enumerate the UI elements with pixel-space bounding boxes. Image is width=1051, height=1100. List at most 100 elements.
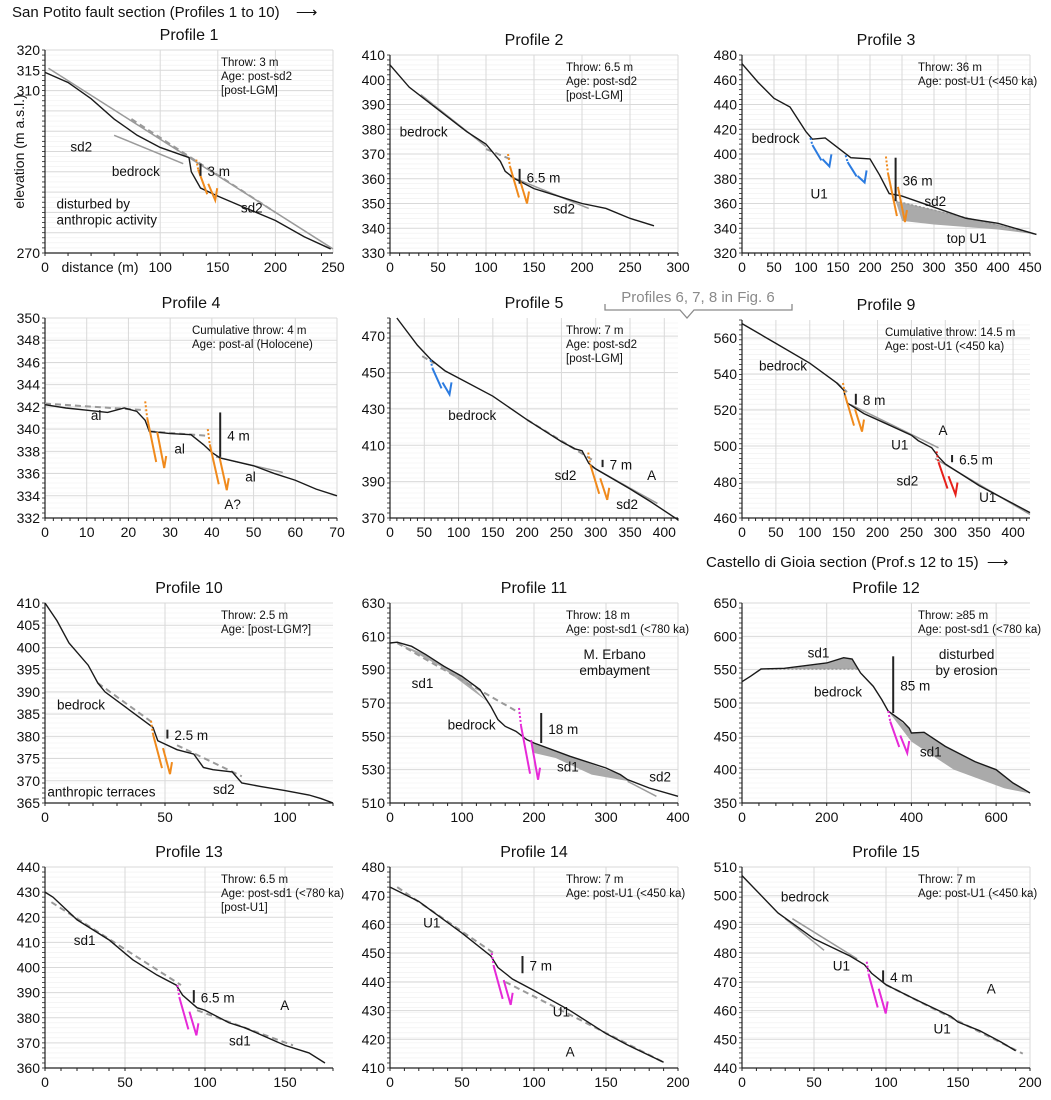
x-tick-label: 0 xyxy=(738,809,746,825)
fault-trace xyxy=(589,464,601,495)
x-tick-label: 300 xyxy=(584,524,608,540)
topographic-profile-line xyxy=(741,875,1016,1052)
info-line: Throw: 6.5 m xyxy=(221,874,288,886)
info-line: Throw: 6.5 m xyxy=(566,62,633,74)
info-line: [post-U1] xyxy=(221,902,268,914)
fault-trace-dotted xyxy=(587,452,592,465)
info-line: Age: post-sd2 xyxy=(221,71,292,83)
x-tick-label: 50 xyxy=(766,259,782,275)
throw-label: 8 m xyxy=(863,393,886,408)
y-tick-label: 350 xyxy=(362,196,386,212)
annotation-text: disturbed xyxy=(939,647,995,662)
chart-title: Profile 2 xyxy=(505,32,564,49)
throw-label: 7 m xyxy=(610,457,633,472)
unit-label: sd2 xyxy=(897,474,919,489)
x-tick-label: 200 xyxy=(858,259,882,275)
y-tick-label: 460 xyxy=(714,1003,738,1019)
x-tick-label: 0 xyxy=(738,1074,746,1090)
unit-label: anthropic terraces xyxy=(47,784,155,799)
x-tick-label: 400 xyxy=(653,524,677,540)
x-tick-label: 400 xyxy=(986,259,1010,275)
info-box: Throw: 3 m Age: post-sd2 [post-LGM] xyxy=(221,57,292,97)
fault-slip-arrow-icon xyxy=(896,186,908,223)
info-line: Age: [post-LGM?] xyxy=(221,624,311,636)
deposit-fill xyxy=(784,657,859,669)
x-tick-label: 50 xyxy=(430,259,446,275)
fault-slip-arrow-icon xyxy=(162,747,173,775)
profile-chart-8: Profile 11 510 530 550 570 590 610 630 0 100 200 30… xyxy=(362,580,690,825)
y-tick-label: 344 xyxy=(17,377,41,393)
fault-trace xyxy=(844,394,855,426)
reference-line xyxy=(509,175,590,210)
y-tick-label: 360 xyxy=(714,196,738,212)
info-line: [post-LGM] xyxy=(221,85,278,97)
y-tick-label: 400 xyxy=(17,960,41,976)
x-tick-label: 50 xyxy=(454,1074,470,1090)
y-tick-label: 380 xyxy=(17,1010,41,1026)
x-tick-label: 150 xyxy=(273,1074,297,1090)
y-tick-label: 480 xyxy=(714,47,738,63)
x-tick-label: 400 xyxy=(666,809,690,825)
fault-trace-dotted xyxy=(429,359,434,369)
y-tick-label: 430 xyxy=(17,884,41,900)
fault-slip-arrow-icon xyxy=(156,431,168,469)
topographic-profile-line xyxy=(44,602,334,804)
unit-label: bedrock xyxy=(781,889,829,904)
y-tick-label: 332 xyxy=(17,510,41,526)
x-tick-label: 100 xyxy=(522,1074,546,1090)
y-tick-label: 430 xyxy=(362,401,386,417)
fault-trace xyxy=(520,725,532,774)
y-tick-label: 590 xyxy=(362,662,386,678)
x-tick-label: 0 xyxy=(738,259,746,275)
info-line: Throw: 3 m xyxy=(221,57,279,69)
y-tick-label: 380 xyxy=(714,171,738,187)
throw-label: 85 m xyxy=(900,679,930,694)
y-tick-label: 365 xyxy=(17,795,41,811)
fault-slip-arrow-icon xyxy=(599,478,611,501)
info-box: Throw: 2.5 m Age: [post-LGM?] xyxy=(221,610,311,636)
info-line: Throw: 36 m xyxy=(918,62,982,74)
fault-trace xyxy=(937,461,949,489)
unit-label: sd2 xyxy=(616,497,638,512)
fault-trace xyxy=(431,368,443,389)
fault-trace-dotted xyxy=(507,153,511,167)
y-tick-label: 420 xyxy=(17,909,41,925)
info-line: Throw: 2.5 m xyxy=(221,610,288,622)
x-tick-label: 250 xyxy=(321,259,345,275)
fault-slip-arrow-icon xyxy=(899,735,911,757)
throw-label: 7 m xyxy=(529,959,552,974)
x-tick-label: 200 xyxy=(1018,1074,1042,1090)
x-tick-label: 40 xyxy=(204,524,220,540)
unit-label: U1 xyxy=(810,187,827,202)
unit-label: sd2 xyxy=(213,782,235,797)
fault-slip-arrow-icon xyxy=(947,475,959,499)
unit-label: al xyxy=(245,469,256,484)
fault-slip-arrow-icon xyxy=(856,170,868,185)
x-tick-label: 250 xyxy=(550,524,574,540)
fault-trace-dotted xyxy=(176,984,181,998)
info-line: Age: post-sd2 xyxy=(566,339,637,351)
throw-label: 2.5 m xyxy=(174,728,208,743)
x-tick-label: 0 xyxy=(738,524,746,540)
x-tick-label: 50 xyxy=(246,524,262,540)
unit-label: sd2 xyxy=(555,468,577,483)
y-tick-label: 310 xyxy=(17,83,41,99)
profile-chart-7: Profile 10 365 370 375 380 385 390 395 400 405 410… xyxy=(17,580,334,825)
info-line: Throw: 18 m xyxy=(566,610,630,622)
x-tick-label: 100 xyxy=(149,259,173,275)
profile-chart-11: Profile 14 410 420 430 440 450 460 470 480 0 50 100… xyxy=(362,844,690,1090)
x-tick-label: 100 xyxy=(474,259,498,275)
y-tick-label: 450 xyxy=(714,728,738,744)
y-tick-label: 390 xyxy=(362,474,386,490)
y-tick-label: 390 xyxy=(17,985,41,1001)
topographic-profile-line xyxy=(396,317,679,521)
y-tick-label: 540 xyxy=(714,366,738,382)
topographic-profile-line xyxy=(389,641,679,798)
x-tick-label: 0 xyxy=(386,1074,394,1090)
y-tick-label: 348 xyxy=(17,332,41,348)
info-box: Throw: 6.5 m Age: post-sd2 [post-LGM] xyxy=(566,62,637,102)
info-line: Age: post-U1 (<450 ka) xyxy=(918,888,1037,900)
info-line: Throw: 7 m xyxy=(566,325,624,337)
x-tick-label: 0 xyxy=(41,809,49,825)
y-tick-label: 500 xyxy=(714,695,738,711)
